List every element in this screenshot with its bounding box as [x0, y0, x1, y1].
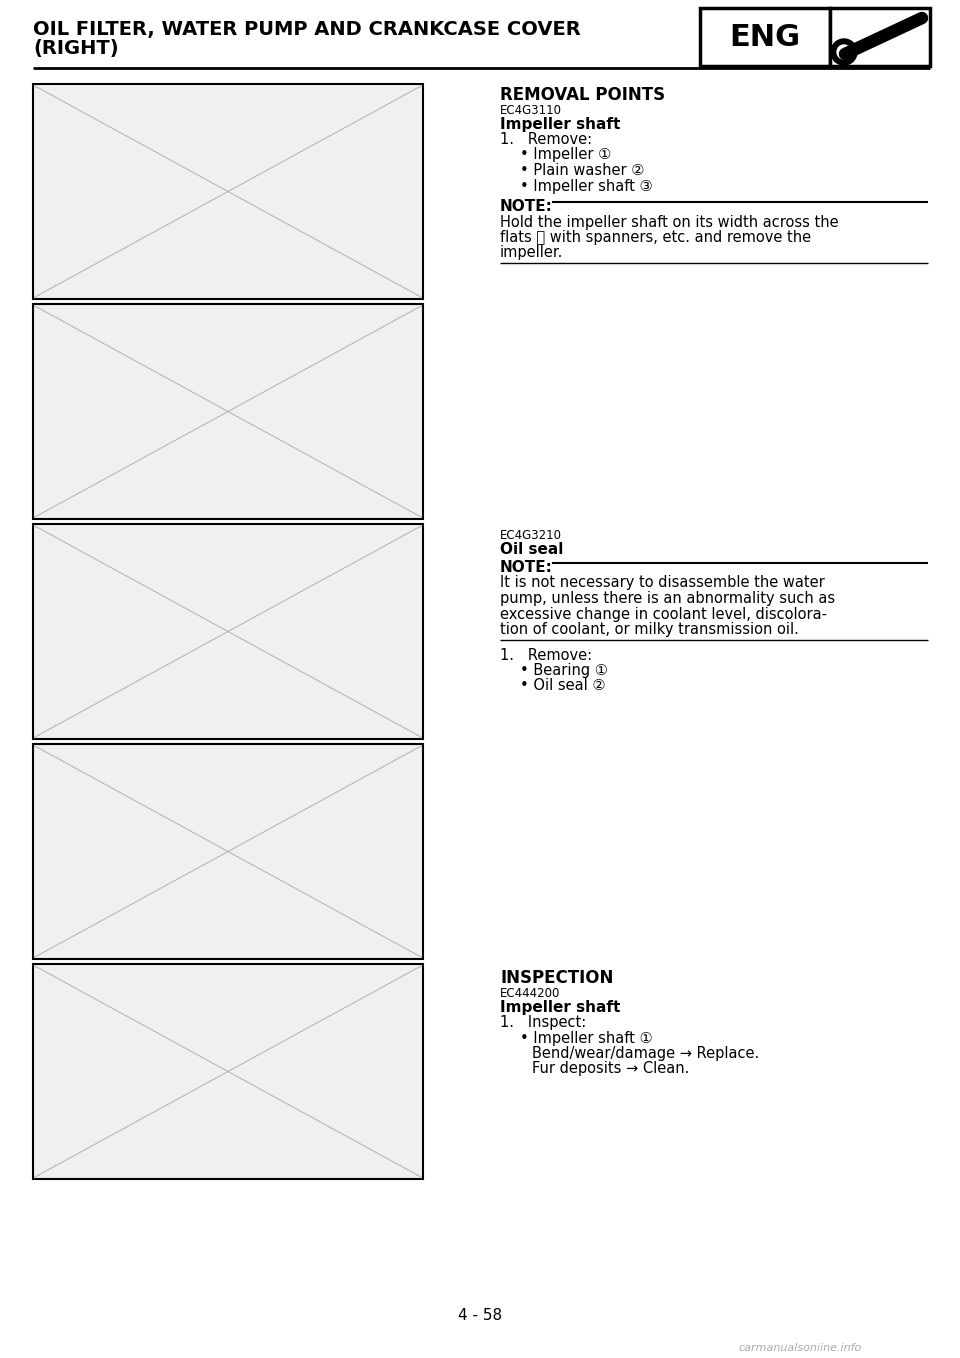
- Bar: [830, 8, 930, 67]
- Bar: [33, 84, 423, 299]
- Circle shape: [837, 45, 851, 58]
- Text: 1.   Remove:: 1. Remove:: [500, 132, 592, 147]
- Text: Impeller shaft: Impeller shaft: [500, 117, 620, 132]
- Text: NOTE:: NOTE:: [500, 559, 553, 574]
- Text: Impeller shaft: Impeller shaft: [500, 999, 620, 1014]
- Text: ENG: ENG: [730, 23, 801, 52]
- Text: (RIGHT): (RIGHT): [33, 39, 119, 58]
- Text: 1.   Remove:: 1. Remove:: [500, 648, 592, 663]
- Text: Hold the impeller shaft on its width across the: Hold the impeller shaft on its width acr…: [500, 215, 839, 230]
- Text: • Impeller shaft ③: • Impeller shaft ③: [520, 178, 653, 193]
- Text: Bend/wear/damage → Replace.: Bend/wear/damage → Replace.: [532, 1046, 759, 1061]
- Text: INSPECTION: INSPECTION: [500, 970, 613, 987]
- Text: EC4G3110: EC4G3110: [500, 105, 562, 117]
- Text: flats ⓐ with spanners, etc. and remove the: flats ⓐ with spanners, etc. and remove t…: [500, 230, 811, 244]
- Text: EC444200: EC444200: [500, 987, 561, 999]
- Text: • Oil seal ②: • Oil seal ②: [520, 679, 606, 694]
- Text: • Impeller shaft ①: • Impeller shaft ①: [520, 1031, 653, 1046]
- Text: excessive change in coolant level, discolora-: excessive change in coolant level, disco…: [500, 607, 827, 622]
- Bar: [33, 744, 423, 959]
- Text: • Bearing ①: • Bearing ①: [520, 663, 608, 678]
- Text: 4 - 58: 4 - 58: [458, 1308, 502, 1323]
- Text: pump, unless there is an abnormality such as: pump, unless there is an abnormality suc…: [500, 591, 835, 606]
- Circle shape: [831, 39, 857, 65]
- Text: EC4G3210: EC4G3210: [500, 530, 562, 542]
- Bar: [33, 524, 423, 739]
- Text: carmanualsoniine.info: carmanualsoniine.info: [738, 1343, 862, 1353]
- Text: • Plain washer ②: • Plain washer ②: [520, 163, 644, 178]
- Text: • Impeller ①: • Impeller ①: [520, 148, 612, 163]
- Text: Fur deposits → Clean.: Fur deposits → Clean.: [532, 1061, 689, 1076]
- Bar: [700, 8, 830, 67]
- Text: Oil seal: Oil seal: [500, 542, 564, 557]
- Text: NOTE:: NOTE:: [500, 200, 553, 215]
- Text: REMOVAL POINTS: REMOVAL POINTS: [500, 86, 665, 105]
- Text: 1.   Inspect:: 1. Inspect:: [500, 1014, 587, 1029]
- Bar: [33, 964, 423, 1179]
- Bar: [33, 304, 423, 519]
- Text: It is not necessary to disassemble the water: It is not necessary to disassemble the w…: [500, 576, 825, 591]
- Text: OIL FILTER, WATER PUMP AND CRANKCASE COVER: OIL FILTER, WATER PUMP AND CRANKCASE COV…: [33, 20, 581, 39]
- Text: impeller.: impeller.: [500, 246, 564, 261]
- Text: tion of coolant, or milky transmission oil.: tion of coolant, or milky transmission o…: [500, 622, 799, 637]
